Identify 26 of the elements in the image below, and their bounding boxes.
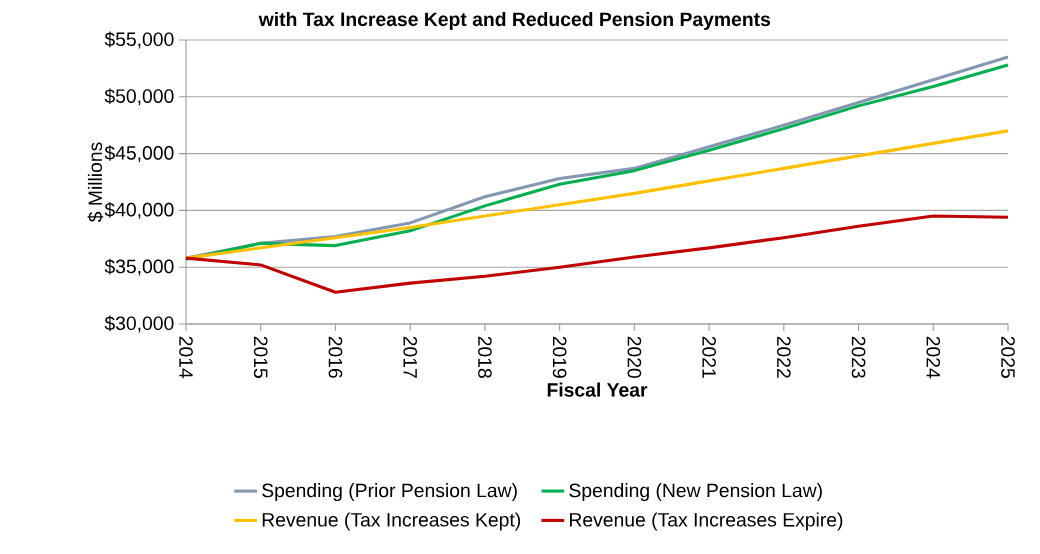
x-tick-label: 2015	[253, 336, 268, 378]
x-tick-label: 2022	[776, 336, 791, 378]
x-tick-label: 2021	[702, 336, 716, 378]
x-tick-label: 2014	[179, 336, 193, 379]
y-tick-label: $30,000	[104, 315, 174, 333]
y-tick-label: $40,000	[104, 202, 174, 219]
x-axis-title: Fiscal Year	[547, 382, 648, 397]
y-tick-label: $55,000	[104, 31, 174, 49]
y-axis-title: $ Millions	[87, 142, 104, 223]
x-tick-label: 2019	[552, 336, 567, 378]
y-tick-label: $35,000	[104, 258, 174, 276]
legend-label: Spending (New Pension Law)	[569, 483, 822, 502]
x-tick-label: 2025	[1001, 336, 1015, 378]
x-tick-label: 2020	[627, 336, 642, 378]
x-tick-label: 2017	[403, 336, 418, 378]
x-tick-label: 2016	[328, 336, 343, 378]
x-tick-label: 2023	[851, 336, 866, 378]
legend-label: Revenue (Tax Increases Expire)	[570, 512, 843, 531]
line-series	[184, 214, 1010, 294]
chart-title: with Tax Increase Kept and Reduced Pension Payments	[258, 11, 771, 30]
legend-label: Spending (Prior Pension Law)	[262, 483, 517, 502]
legend-label: Revenue (Tax Increases Kept)	[262, 512, 521, 531]
x-tick-label: 2024	[926, 336, 941, 379]
y-tick-label: $50,000	[104, 88, 174, 106]
y-tick-label: $45,000	[104, 145, 174, 162]
x-tick-label: 2018	[478, 336, 492, 378]
